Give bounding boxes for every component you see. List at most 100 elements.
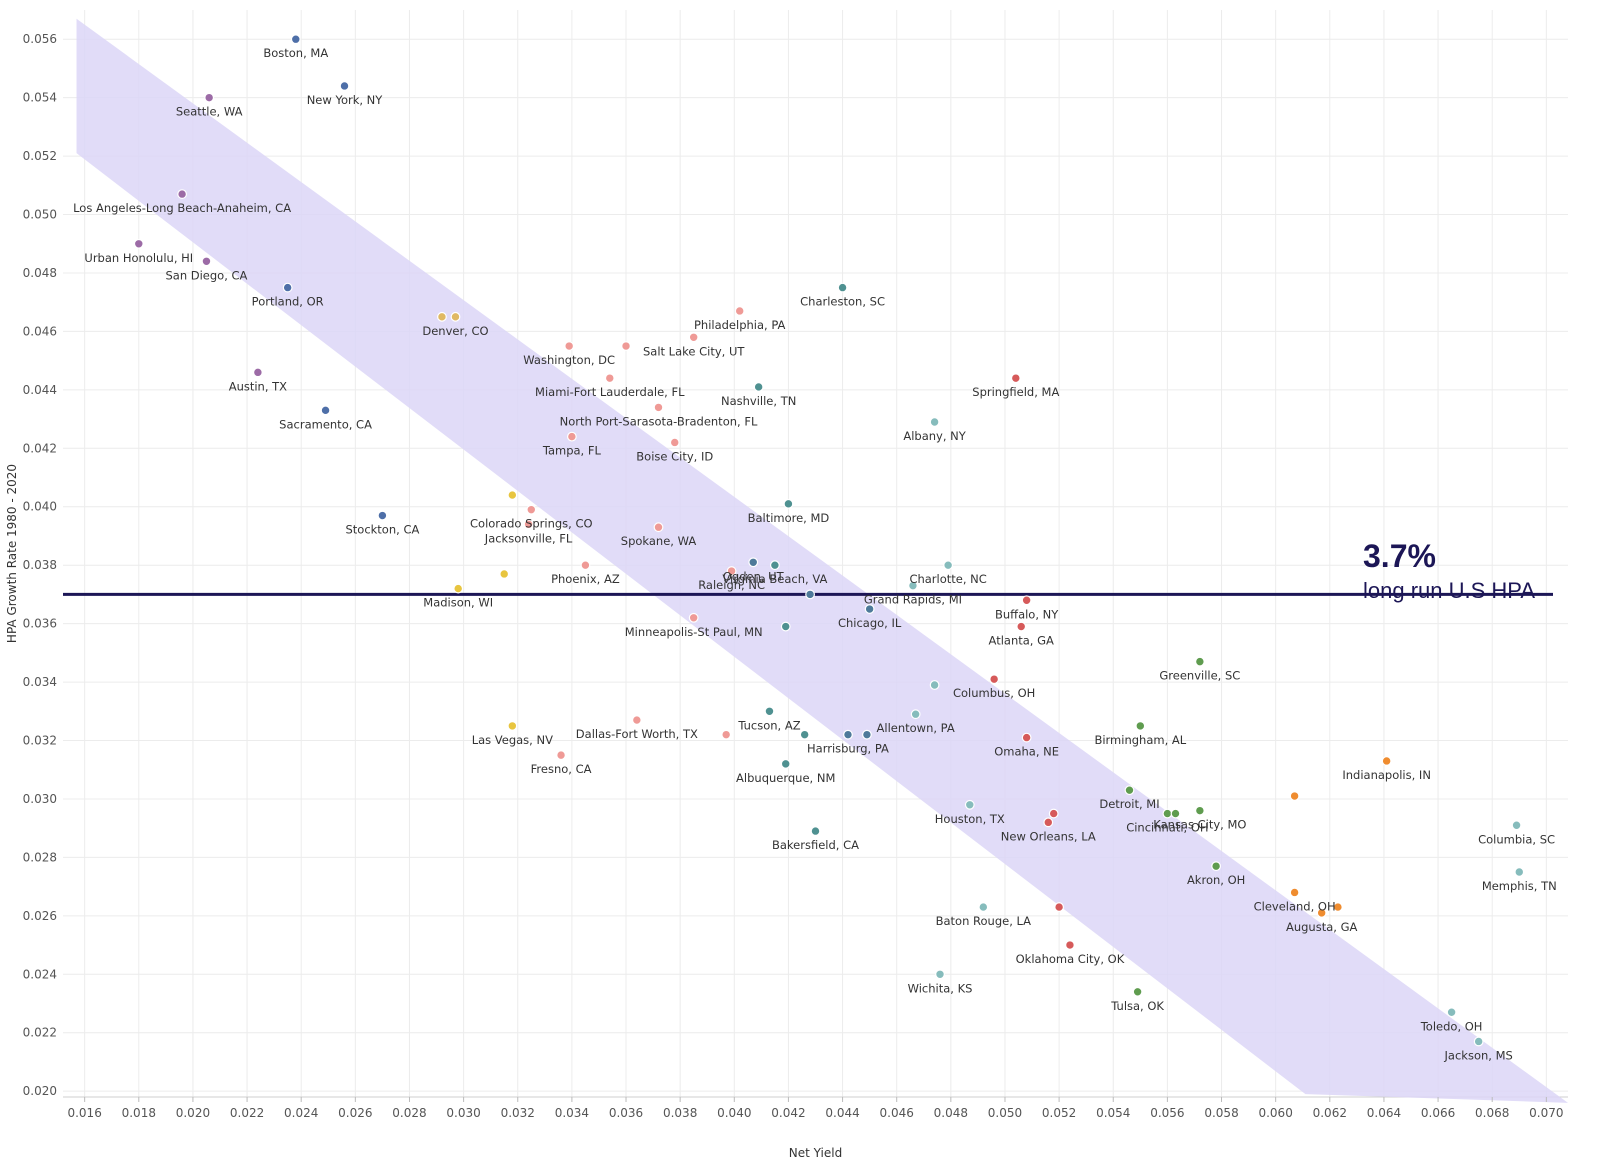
point-label: Phoenix, AZ bbox=[551, 572, 620, 586]
y-tick-label: 0.050 bbox=[23, 208, 57, 222]
point-label: Tucson, AZ bbox=[737, 718, 800, 732]
point-label: Portland, OR bbox=[252, 295, 324, 309]
x-tick-label: 0.022 bbox=[230, 1106, 264, 1120]
point-label: Cincinnati, OH bbox=[1126, 821, 1208, 835]
annotation-text: long run U.S HPA bbox=[1363, 578, 1535, 603]
data-point bbox=[580, 560, 591, 571]
data-point bbox=[1135, 721, 1146, 731]
point-label: Philadelphia, PA bbox=[694, 318, 786, 332]
point-label: Virginia Beach, VA bbox=[722, 572, 827, 586]
point-label: Harrisburg, PA bbox=[807, 742, 889, 756]
point-label: San Diego, CA bbox=[165, 268, 247, 282]
data-point bbox=[734, 306, 745, 316]
point-label: Oklahoma City, OK bbox=[1016, 952, 1125, 966]
data-point bbox=[450, 311, 461, 322]
x-tick-label: 0.020 bbox=[176, 1106, 210, 1120]
data-point bbox=[653, 522, 664, 533]
data-point bbox=[862, 729, 872, 740]
data-point bbox=[377, 510, 388, 521]
point-label: Nashville, TN bbox=[721, 394, 796, 408]
point-label: Charleston, SC bbox=[800, 295, 885, 309]
y-tick-label: 0.036 bbox=[23, 617, 57, 631]
point-label: Buffalo, NY bbox=[995, 607, 1059, 621]
data-point bbox=[1048, 808, 1059, 819]
point-label: Salt Lake City, UT bbox=[643, 344, 745, 358]
x-tick-label: 0.064 bbox=[1367, 1106, 1401, 1120]
data-point bbox=[290, 34, 301, 45]
point-label: Grand Rapids, MI bbox=[864, 593, 962, 607]
data-point bbox=[1473, 1036, 1484, 1047]
data-point bbox=[499, 569, 510, 579]
point-label: Birmingham, AL bbox=[1094, 733, 1186, 747]
point-label: Ogden, UT bbox=[723, 569, 785, 583]
data-point bbox=[964, 799, 975, 810]
data-point bbox=[282, 282, 293, 293]
data-point bbox=[1065, 940, 1075, 950]
data-point bbox=[526, 504, 537, 515]
point-label: Tulsa, OK bbox=[1110, 999, 1164, 1013]
data-point bbox=[339, 81, 350, 91]
data-point bbox=[780, 621, 791, 632]
x-tick-label: 0.028 bbox=[392, 1106, 426, 1120]
x-tick-label: 0.054 bbox=[1096, 1106, 1130, 1120]
x-tick-label: 0.048 bbox=[934, 1106, 968, 1120]
data-point bbox=[929, 680, 940, 690]
data-point bbox=[780, 758, 791, 769]
point-label: Augusta, GA bbox=[1286, 920, 1358, 934]
point-label: Dallas-Fort Worth, TX bbox=[576, 727, 698, 741]
data-point bbox=[631, 715, 642, 725]
data-point bbox=[769, 560, 780, 571]
data-point bbox=[1124, 785, 1135, 796]
data-point bbox=[748, 557, 759, 568]
data-point bbox=[1021, 732, 1032, 743]
point-label: Columbia, SC bbox=[1478, 832, 1555, 846]
y-tick-label: 0.040 bbox=[23, 500, 57, 514]
point-label: Minneapolis-St Paul, MN bbox=[625, 625, 763, 639]
x-tick-label: 0.050 bbox=[988, 1106, 1022, 1120]
data-point bbox=[989, 674, 1000, 685]
data-point bbox=[1211, 861, 1222, 872]
data-point bbox=[523, 519, 534, 530]
data-point bbox=[621, 341, 631, 351]
data-point bbox=[843, 729, 853, 740]
point-label: Baton Rouge, LA bbox=[936, 914, 1032, 928]
point-label: Denver, CO bbox=[422, 324, 488, 338]
data-point bbox=[1446, 1007, 1457, 1018]
x-tick-label: 0.052 bbox=[1042, 1106, 1076, 1120]
x-tick-label: 0.024 bbox=[284, 1106, 318, 1120]
x-tick-label: 0.018 bbox=[122, 1106, 156, 1120]
x-tick-label: 0.038 bbox=[663, 1106, 697, 1120]
data-point bbox=[721, 729, 732, 740]
x-tick-label: 0.042 bbox=[771, 1106, 805, 1120]
y-axis-title: HPA Growth Rate 1980 - 2020 bbox=[5, 464, 19, 643]
data-point bbox=[1054, 902, 1065, 912]
data-point bbox=[564, 341, 575, 351]
data-point bbox=[1316, 908, 1327, 918]
point-label: Omaha, NE bbox=[994, 745, 1059, 759]
x-tick-label: 0.016 bbox=[67, 1106, 101, 1120]
point-label: Greenville, SC bbox=[1159, 669, 1240, 683]
data-point bbox=[604, 373, 615, 384]
y-tick-label: 0.056 bbox=[23, 32, 57, 46]
data-point bbox=[783, 498, 794, 509]
x-tick-label: 0.056 bbox=[1150, 1106, 1184, 1120]
y-tick-label: 0.044 bbox=[23, 383, 57, 397]
data-point bbox=[688, 612, 699, 623]
point-label: Jacksonville, FL bbox=[484, 531, 573, 545]
x-axis-title: Net Yield bbox=[789, 1146, 842, 1160]
x-tick-label: 0.070 bbox=[1529, 1106, 1563, 1120]
point-label: Houston, TX bbox=[935, 812, 1005, 826]
data-point bbox=[556, 750, 566, 761]
x-tick-label: 0.036 bbox=[609, 1106, 643, 1120]
y-tick-label: 0.022 bbox=[23, 1026, 57, 1040]
data-point bbox=[507, 721, 518, 731]
point-label: Fresno, CA bbox=[531, 762, 592, 776]
data-point bbox=[935, 969, 945, 980]
x-tick-label: 0.044 bbox=[825, 1106, 859, 1120]
x-tick-label: 0.058 bbox=[1204, 1106, 1238, 1120]
point-label: New Orleans, LA bbox=[1001, 829, 1096, 843]
point-label: Wichita, KS bbox=[908, 981, 973, 995]
point-label: Madison, WI bbox=[423, 596, 493, 610]
y-tick-label: 0.024 bbox=[23, 967, 57, 981]
y-tick-label: 0.020 bbox=[23, 1084, 57, 1098]
